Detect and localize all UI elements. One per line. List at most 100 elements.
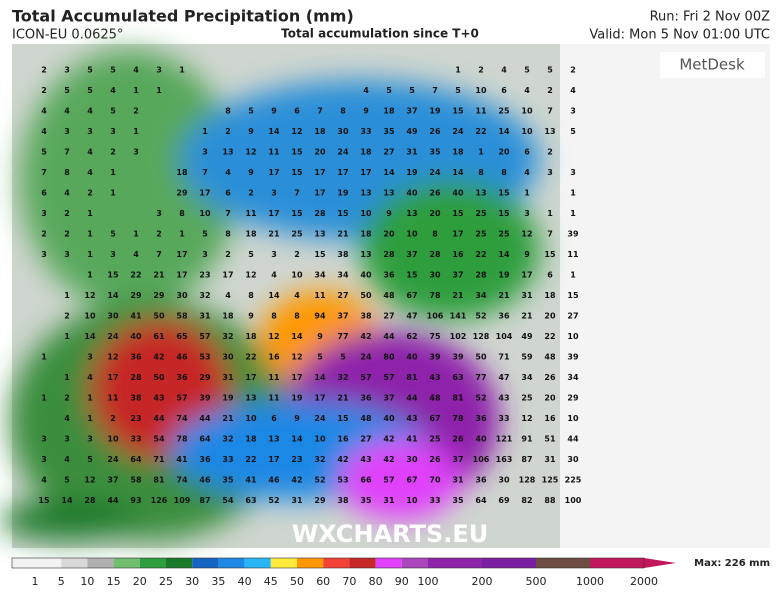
point-value: 2 xyxy=(87,189,93,198)
point-value: 125 xyxy=(542,476,559,485)
point-value: 71 xyxy=(498,353,510,362)
point-value: 33 xyxy=(360,127,371,136)
point-value: 3 xyxy=(110,127,116,136)
point-value: 48 xyxy=(544,353,556,362)
point-value: 2 xyxy=(41,230,47,239)
point-value: 11 xyxy=(567,250,579,259)
color-swatch xyxy=(349,558,376,568)
point-value: 23 xyxy=(291,455,302,464)
point-value: 30 xyxy=(176,291,188,300)
point-value: 23 xyxy=(130,414,141,423)
point-value: 17 xyxy=(521,271,532,280)
point-value: 43 xyxy=(406,414,417,423)
point-value: 2 xyxy=(133,107,139,116)
point-value: 4 xyxy=(225,168,231,177)
point-value: 30 xyxy=(429,271,441,280)
point-value: 4 xyxy=(64,107,70,116)
point-value: 43 xyxy=(360,455,371,464)
point-value: 15 xyxy=(291,168,303,177)
point-value: 65 xyxy=(176,332,188,341)
point-value: 33 xyxy=(498,414,509,423)
point-value: 19 xyxy=(429,107,441,116)
point-value: 41 xyxy=(406,435,418,444)
point-value: 87 xyxy=(199,496,210,505)
point-value: 1 xyxy=(64,332,70,341)
point-value: 27 xyxy=(337,291,348,300)
point-value: 51 xyxy=(544,435,556,444)
point-value: 2 xyxy=(64,394,70,403)
point-value: 106 xyxy=(473,455,490,464)
point-value: 29 xyxy=(130,291,142,300)
legend-tick-label: 50 xyxy=(290,575,304,588)
point-value: 4 xyxy=(87,107,93,116)
point-value: 12 xyxy=(268,332,279,341)
point-value: 21 xyxy=(153,271,165,280)
point-value: 69 xyxy=(498,496,510,505)
point-value: 5 xyxy=(455,86,461,95)
point-value: 14 xyxy=(498,250,510,259)
point-value: 5 xyxy=(570,127,576,136)
point-value: 9 xyxy=(271,107,277,116)
point-value: 40 xyxy=(406,353,418,362)
point-value: 1 xyxy=(455,66,461,75)
point-value: 93 xyxy=(130,496,141,505)
point-value: 39 xyxy=(567,353,579,362)
point-value: 18 xyxy=(452,148,464,157)
point-value: 1 xyxy=(179,230,185,239)
point-value: 3 xyxy=(64,250,70,259)
point-value: 35 xyxy=(429,148,441,157)
point-value: 9 xyxy=(294,414,300,423)
point-value: 3 xyxy=(547,168,553,177)
point-value: 78 xyxy=(429,291,441,300)
point-value: 42 xyxy=(383,455,394,464)
point-value: 16 xyxy=(452,250,464,259)
point-value: 29 xyxy=(153,291,165,300)
point-value: 8 xyxy=(64,168,70,177)
point-value: 3 xyxy=(87,353,93,362)
point-value: 5 xyxy=(547,66,553,75)
point-value: 81 xyxy=(153,476,165,485)
point-value: 10 xyxy=(360,209,372,218)
point-value: 82 xyxy=(521,496,532,505)
point-value: 23 xyxy=(199,271,210,280)
point-value: 38 xyxy=(130,394,142,403)
point-value: 34 xyxy=(475,291,487,300)
point-value: 62 xyxy=(406,332,417,341)
legend-tick-label: 1 xyxy=(32,575,39,588)
point-value: 32 xyxy=(314,455,325,464)
point-value: 1 xyxy=(478,148,484,157)
point-value: 15 xyxy=(498,209,510,218)
point-value: 1 xyxy=(133,86,139,95)
max-label: Max: 226 mm xyxy=(694,558,770,569)
point-value: 57 xyxy=(176,394,187,403)
point-value: 44 xyxy=(107,496,119,505)
legend: 1 5 10 15 20 25 30 35 40 45 50 60 70 80 90 100 200 500 100… xyxy=(11,557,676,588)
point-value: 40 xyxy=(130,332,142,341)
point-value: 30 xyxy=(337,127,349,136)
point-value: 20 xyxy=(314,148,326,157)
point-value: 3 xyxy=(41,455,47,464)
point-value: 22 xyxy=(245,455,256,464)
point-value: 24 xyxy=(107,455,119,464)
legend-tick-label: 70 xyxy=(342,575,356,588)
point-value: 36 xyxy=(475,476,487,485)
point-value: 4 xyxy=(41,107,47,116)
point-value: 100 xyxy=(565,496,582,505)
point-value: 2 xyxy=(570,66,576,75)
point-value: 53 xyxy=(199,353,210,362)
point-value: 1 xyxy=(524,189,530,198)
point-value: 42 xyxy=(383,435,394,444)
point-value: 30 xyxy=(406,455,418,464)
point-value: 1 xyxy=(179,66,185,75)
legend-tick-label: 2000 xyxy=(630,575,658,588)
point-value: 31 xyxy=(222,373,234,382)
point-value: 12 xyxy=(84,291,95,300)
logo: MetDesk xyxy=(679,56,745,74)
point-value: 3 xyxy=(110,250,116,259)
point-value: 13 xyxy=(475,189,486,198)
point-value: 5 xyxy=(41,148,47,157)
point-value: 37 xyxy=(452,271,463,280)
point-value: 16 xyxy=(268,353,280,362)
point-value: 17 xyxy=(452,230,463,239)
